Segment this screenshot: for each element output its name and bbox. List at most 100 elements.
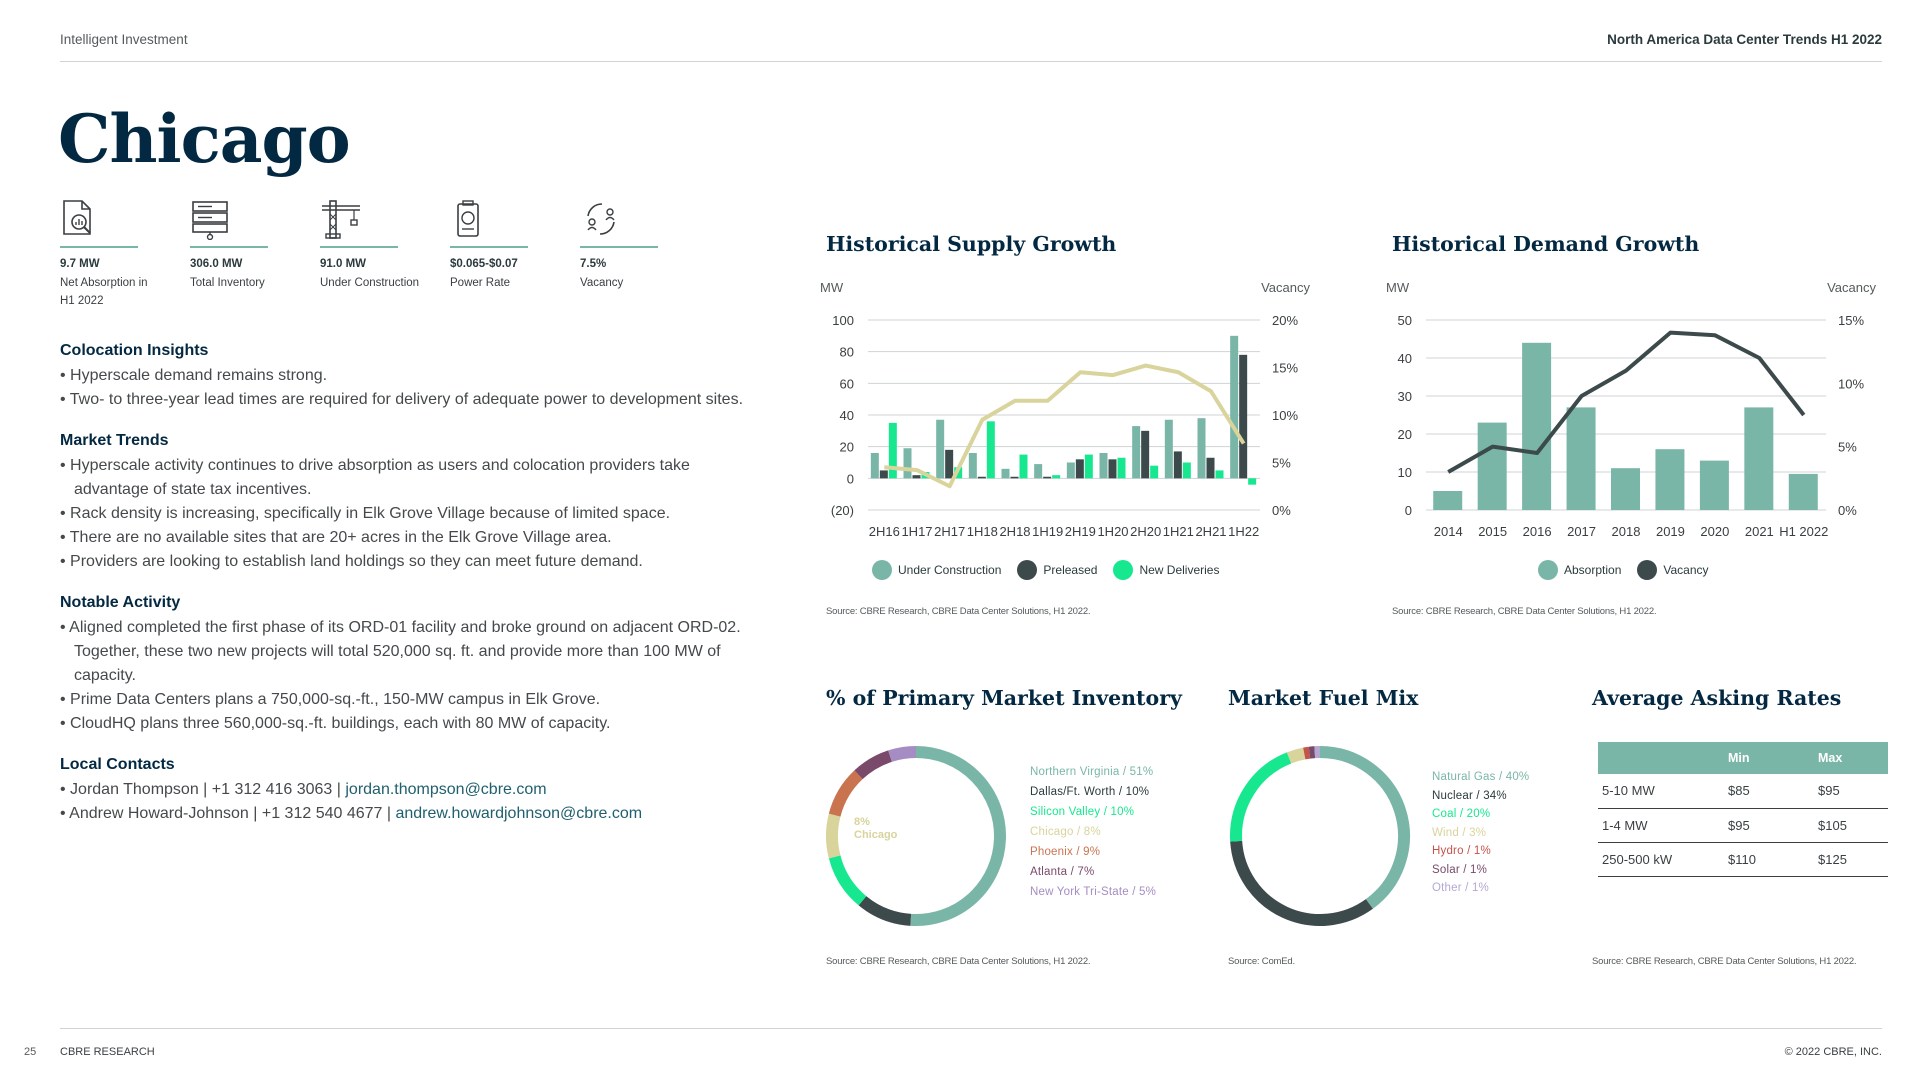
contact-text: Andrew Howard-Johnson | +1 312 540 4677 … [69, 805, 396, 822]
bar [968, 453, 977, 479]
bar [1052, 475, 1061, 479]
x-tick-label: 2H20 [1130, 524, 1161, 539]
section-title: Local Contacts [60, 756, 175, 773]
donut-slice [910, 746, 1006, 926]
y-tick-label: 0 [847, 471, 854, 486]
x-tick-label: 2H21 [1195, 524, 1226, 539]
table-cell: $105 [1818, 808, 1888, 843]
y2-tick-label: 0% [1272, 503, 1291, 518]
x-tick-label: 2021 [1745, 524, 1774, 539]
contact-list: Jordan Thompson | +1 312 416 3063 | jord… [60, 778, 760, 826]
vacancy-line [1447, 330, 1806, 474]
y2-axis-title: Vacancy [1261, 280, 1310, 295]
donut-legend-item: Coal / 20% [1432, 808, 1491, 820]
table-row: 1-4 MW $95 $105 [1598, 808, 1888, 843]
legend-label: Vacancy [1663, 563, 1709, 577]
table-cell: $95 [1728, 808, 1818, 843]
donut-slice [1303, 746, 1311, 760]
bar [1001, 468, 1010, 479]
bar [1433, 491, 1463, 510]
x-tick-label: 1H18 [967, 524, 998, 539]
stat-label: Net Absorption in H1 2022 [60, 277, 148, 307]
contact-email-link[interactable]: andrew.howardjohnson@cbre.com [395, 805, 643, 822]
x-tick-label: 2H16 [869, 524, 900, 539]
fuel-source: Source: ComEd. [1228, 956, 1295, 967]
section-colocation-insights: Colocation Insights Hyperscale demand re… [60, 342, 760, 412]
donut-slice [826, 813, 841, 859]
y-tick-label: 10 [1398, 465, 1412, 480]
bar [870, 453, 879, 479]
stat-value: 306.0 MW [190, 258, 243, 270]
y-tick-label: 40 [1398, 351, 1412, 366]
fuel-legend: Natural Gas / 40% Nuclear / 34% Coal / 20%… [1432, 768, 1529, 898]
stat-value: 9.7 MW [60, 258, 100, 270]
table-cell: $110 [1728, 842, 1818, 877]
bar [1248, 478, 1257, 485]
donut-legend-item: Northern Virginia / 51% [1030, 766, 1154, 778]
insights-column: Colocation Insights Hyperscale demand re… [60, 342, 760, 846]
table-cell: $95 [1818, 774, 1888, 809]
donut-legend-item: Hydro / 1% [1432, 845, 1491, 857]
table-header-cell [1598, 742, 1728, 774]
bar [1788, 473, 1818, 510]
stat-value: 7.5% [580, 258, 607, 270]
bullet-item: CloudHQ plans three 560,000-sq.-ft. buil… [60, 712, 760, 736]
x-tick-label: 2H19 [1065, 524, 1096, 539]
page-title: Chicago [58, 100, 351, 178]
section-market-trends: Market Trends Hyperscale activity contin… [60, 432, 760, 574]
section-title: Colocation Insights [60, 342, 209, 359]
header-report-title: North America Data Center Trends H1 2022 [1607, 32, 1882, 47]
section-notable-activity: Notable Activity Aligned completed the f… [60, 594, 760, 736]
legend-label: New Deliveries [1139, 563, 1220, 577]
contact-item: Andrew Howard-Johnson | +1 312 540 4677 … [60, 802, 760, 826]
donut-center-value: 8% [854, 816, 870, 828]
x-tick-label: 1H19 [1032, 524, 1063, 539]
table-cell: 1-4 MW [1598, 808, 1728, 843]
donut-slice [1319, 746, 1410, 909]
bar [1075, 459, 1084, 479]
bar [1206, 457, 1215, 479]
y-tick-label: 20 [840, 440, 854, 455]
y2-axis-title: Vacancy [1827, 280, 1876, 295]
donut-center-label: 8% Chicago [854, 816, 897, 842]
donut-slice [888, 746, 917, 762]
section-local-contacts: Local Contacts Jordan Thompson | +1 312 … [60, 756, 760, 826]
x-tick-label: 2016 [1523, 524, 1552, 539]
section-title: Notable Activity [60, 594, 181, 611]
y2-tick-label: 15% [1838, 313, 1864, 328]
donut-legend-item: Wind / 3% [1432, 826, 1487, 839]
y2-tick-label: 10% [1838, 376, 1864, 391]
bar [1019, 454, 1028, 479]
bullet-item: Rack density is increasing, specifically… [60, 502, 760, 526]
bullet-list: Hyperscale activity continues to drive a… [60, 454, 760, 574]
fuel-donut [1230, 746, 1410, 926]
bar [977, 476, 986, 479]
bullet-item: Providers are looking to establish land … [60, 550, 760, 574]
y2-tick-label: 20% [1272, 313, 1298, 328]
x-tick-label: 1H17 [901, 524, 932, 539]
stat-value: $0.065-$0.07 [450, 258, 518, 270]
bullet-list: Aligned completed the first phase of its… [60, 616, 760, 736]
asking-rates-table: Min Max 5-10 MW $85 $95 1-4 MW $95 $105 … [1598, 742, 1888, 877]
table-cell: $125 [1818, 842, 1888, 877]
bar [1132, 426, 1141, 479]
stat-value: 91.0 MW [320, 258, 367, 270]
stat-inventory: 306.0 MW Total Inventory [190, 198, 320, 310]
contact-email-link[interactable]: jordan.thompson@cbre.com [345, 781, 547, 798]
table-cell: 5-10 MW [1598, 774, 1728, 809]
bar [1566, 407, 1596, 510]
x-tick-label: 2020 [1700, 524, 1729, 539]
donut-legend-item: Chicago / 8% [1030, 826, 1101, 838]
bar [888, 422, 897, 479]
bar [1034, 464, 1043, 479]
bar [1699, 460, 1729, 510]
table-row: 250-500 kW $110 $125 [1598, 842, 1888, 877]
crane-icon [322, 200, 360, 239]
header-divider [60, 61, 1882, 62]
y-tick-label: (20) [831, 503, 854, 518]
x-tick-label: 2014 [1434, 524, 1463, 539]
bar [1744, 407, 1774, 510]
legend-label: Under Construction [898, 563, 1002, 577]
y2-tick-label: 15% [1272, 361, 1298, 376]
absorption-icon [63, 200, 91, 235]
